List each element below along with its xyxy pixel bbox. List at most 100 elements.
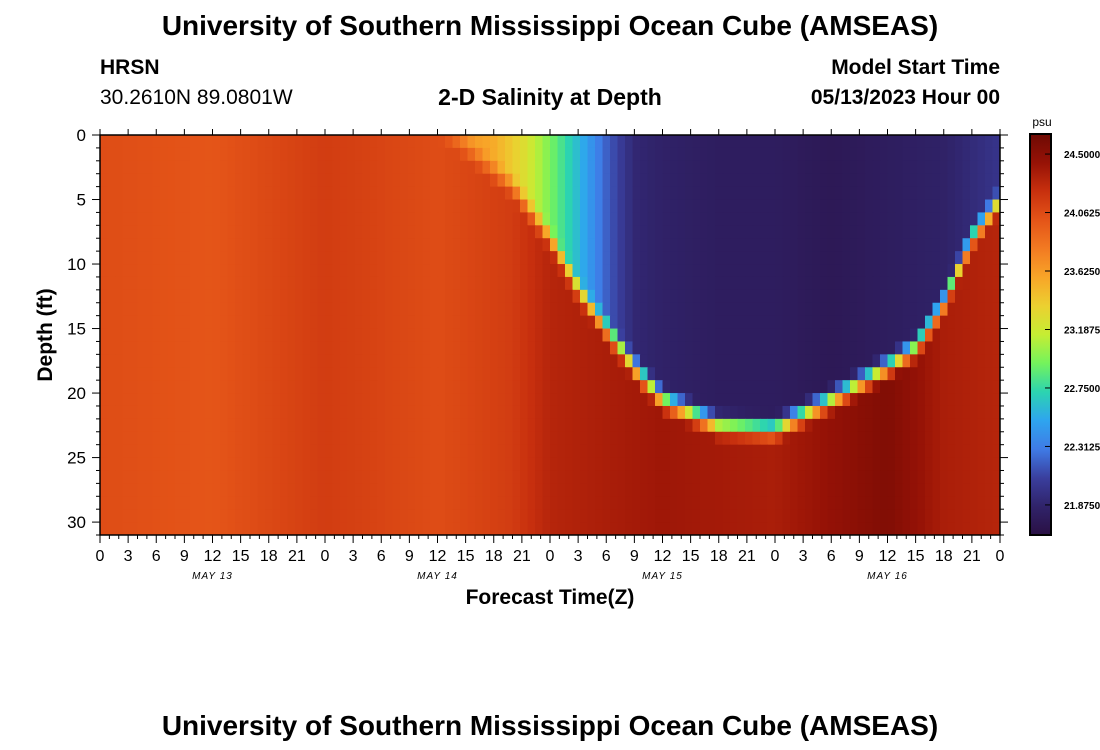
heatmap-cell [310,328,319,343]
heatmap-cell [722,328,731,343]
heatmap-cell [422,483,431,497]
heatmap-cell [205,199,214,214]
heatmap-cell [152,225,161,239]
heatmap-cell [857,289,866,304]
heatmap-cell [865,225,874,239]
heatmap-cell [947,315,956,330]
heatmap-cell [452,199,461,214]
heatmap-cell [415,393,424,407]
heatmap-cell [910,251,919,265]
heatmap-cell [947,251,956,265]
heatmap-cell [565,457,574,472]
heatmap-cell [602,160,611,175]
heatmap-cell [880,367,889,381]
heatmap-cell [850,160,859,175]
heatmap-cell [152,496,161,510]
heatmap-cell [782,380,791,394]
heatmap-cell [347,405,356,420]
heatmap-cell [887,405,896,420]
heatmap-cell [887,444,896,459]
heatmap-cell [310,160,319,175]
heatmap-cell [265,405,274,420]
heatmap-cell [460,418,469,433]
heatmap-cell [475,367,484,381]
heatmap-cell [385,328,394,343]
heatmap-cell [100,496,109,510]
heatmap-cell [437,496,446,510]
heatmap-cell [392,522,401,535]
heatmap-cell [662,367,671,381]
heatmap-cell [715,367,724,381]
heatmap-cell [535,418,544,433]
heatmap-cell [385,289,394,304]
heatmap-cell [872,264,881,278]
heatmap-cell [212,135,221,149]
heatmap-cell [685,147,694,162]
heatmap-cell [850,418,859,433]
heatmap-cell [452,225,461,239]
heatmap-cell [512,380,521,394]
heatmap-cell [602,470,611,484]
heatmap-cell [422,238,431,252]
heatmap-cell [752,289,761,304]
heatmap-cell [655,186,664,201]
heatmap-cell [467,393,476,407]
heatmap-cell [482,354,491,368]
heatmap-cell [137,289,146,304]
heatmap-cell [647,251,656,265]
heatmap-cell [167,418,176,433]
heatmap-cell [655,251,664,265]
heatmap-cell [790,341,799,355]
heatmap-cell [550,496,559,510]
x-tick-label: 21 [963,548,981,565]
heatmap-cell [992,173,1000,188]
heatmap-cell [722,251,731,265]
heatmap-cell [835,135,844,149]
heatmap-cell [347,264,356,278]
heatmap-cell [490,289,499,304]
heatmap-cell [572,225,581,239]
heatmap-cell [910,328,919,343]
heatmap-cell [550,173,559,188]
heatmap-cell [535,251,544,265]
heatmap-cell [677,470,686,484]
heatmap-cell [182,238,191,252]
heatmap-cell [872,276,881,291]
heatmap-cell [385,509,394,523]
heatmap-cell [527,302,536,317]
heatmap-cell [655,483,664,497]
heatmap-cell [257,238,266,252]
heatmap-cell [782,444,791,459]
heatmap-cell [182,302,191,317]
heatmap-cell [527,405,536,420]
heatmap-cell [692,186,701,201]
heatmap-cell [130,470,139,484]
heatmap-cell [647,135,656,149]
heatmap-cell [745,302,754,317]
heatmap-cell [460,341,469,355]
heatmap-cell [955,225,964,239]
heatmap-cell [370,289,379,304]
heatmap-cell [175,289,184,304]
heatmap-cell [220,302,229,317]
heatmap-cell [362,251,371,265]
heatmap-cell [370,367,379,381]
heatmap-cell [670,380,679,394]
heatmap-cell [827,367,836,381]
heatmap-cell [865,483,874,497]
heatmap-cell [227,457,236,472]
heatmap-cell [340,186,349,201]
heatmap-cell [737,173,746,188]
heatmap-cell [625,186,634,201]
heatmap-cell [737,470,746,484]
heatmap-cell [872,367,881,381]
heatmap-cell [520,405,529,420]
heatmap-cell [295,509,304,523]
heatmap-cell [167,393,176,407]
heatmap-cell [265,251,274,265]
heatmap-cell [445,405,454,420]
heatmap-cell [640,251,649,265]
heatmap-cell [392,367,401,381]
heatmap-cell [805,457,814,472]
